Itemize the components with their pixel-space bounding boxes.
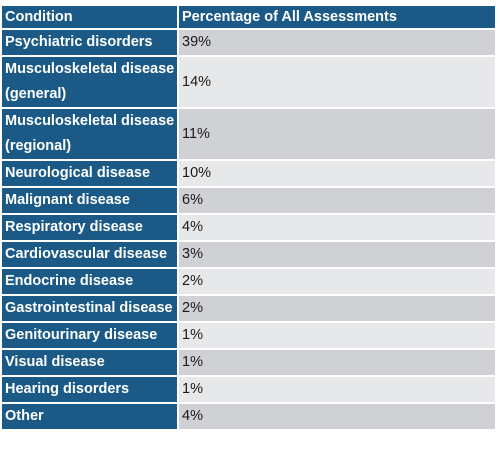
table-row: Gastrointestinal disease 2% xyxy=(2,295,495,323)
table-row: Psychiatric disorders 39% xyxy=(2,29,495,57)
percentage-cell: 39% xyxy=(178,29,495,57)
table-row: Neurological disease 10% xyxy=(2,160,495,188)
percentage-cell: 3% xyxy=(178,241,495,269)
column-header-percentage: Percentage of All Assessments xyxy=(178,6,495,30)
condition-cell: Gastrointestinal disease xyxy=(2,295,179,323)
table-row: Cardiovascular disease 3% xyxy=(2,241,495,269)
condition-cell: Endocrine disease xyxy=(2,268,179,296)
table-row: Endocrine disease 2% xyxy=(2,268,495,296)
table-row: Musculoskeletal disease (general) 14% xyxy=(2,56,495,109)
table-row: Musculoskeletal disease (regional) 11% xyxy=(2,108,495,161)
condition-percentage-table: Condition Percentage of All Assessments … xyxy=(2,6,495,431)
percentage-cell: 11% xyxy=(178,108,495,161)
assessment-table-container: Condition Percentage of All Assessments … xyxy=(2,6,495,463)
percentage-cell: 2% xyxy=(178,268,495,296)
percentage-cell: 2% xyxy=(178,295,495,323)
condition-cell: Respiratory disease xyxy=(2,214,179,242)
percentage-cell: 14% xyxy=(178,56,495,109)
table-row: Visual disease 1% xyxy=(2,349,495,377)
column-header-condition: Condition xyxy=(2,6,179,30)
table-row: Genitourinary disease 1% xyxy=(2,322,495,350)
percentage-cell: 1% xyxy=(178,376,495,404)
condition-cell: Neurological disease xyxy=(2,160,179,188)
table-body: Psychiatric disorders 39% Musculoskeleta… xyxy=(2,29,495,431)
percentage-cell: 4% xyxy=(178,214,495,242)
condition-cell: Cardiovascular disease xyxy=(2,241,179,269)
condition-cell: Other xyxy=(2,403,179,431)
condition-cell: Musculoskeletal disease (regional) xyxy=(2,108,179,161)
condition-cell: Visual disease xyxy=(2,349,179,377)
condition-cell: Genitourinary disease xyxy=(2,322,179,350)
percentage-cell: 1% xyxy=(178,322,495,350)
table-row: Respiratory disease 4% xyxy=(2,214,495,242)
table-header-row: Condition Percentage of All Assessments xyxy=(2,6,495,30)
condition-cell: Malignant disease xyxy=(2,187,179,215)
condition-cell: Hearing disorders xyxy=(2,376,179,404)
condition-cell: Psychiatric disorders xyxy=(2,29,179,57)
condition-cell: Musculoskeletal disease (general) xyxy=(2,56,179,109)
table-row: Other 4% xyxy=(2,403,495,431)
percentage-cell: 4% xyxy=(178,403,495,431)
table-row: Hearing disorders 1% xyxy=(2,376,495,404)
percentage-cell: 6% xyxy=(178,187,495,215)
table-row: Malignant disease 6% xyxy=(2,187,495,215)
percentage-cell: 1% xyxy=(178,349,495,377)
percentage-cell: 10% xyxy=(178,160,495,188)
